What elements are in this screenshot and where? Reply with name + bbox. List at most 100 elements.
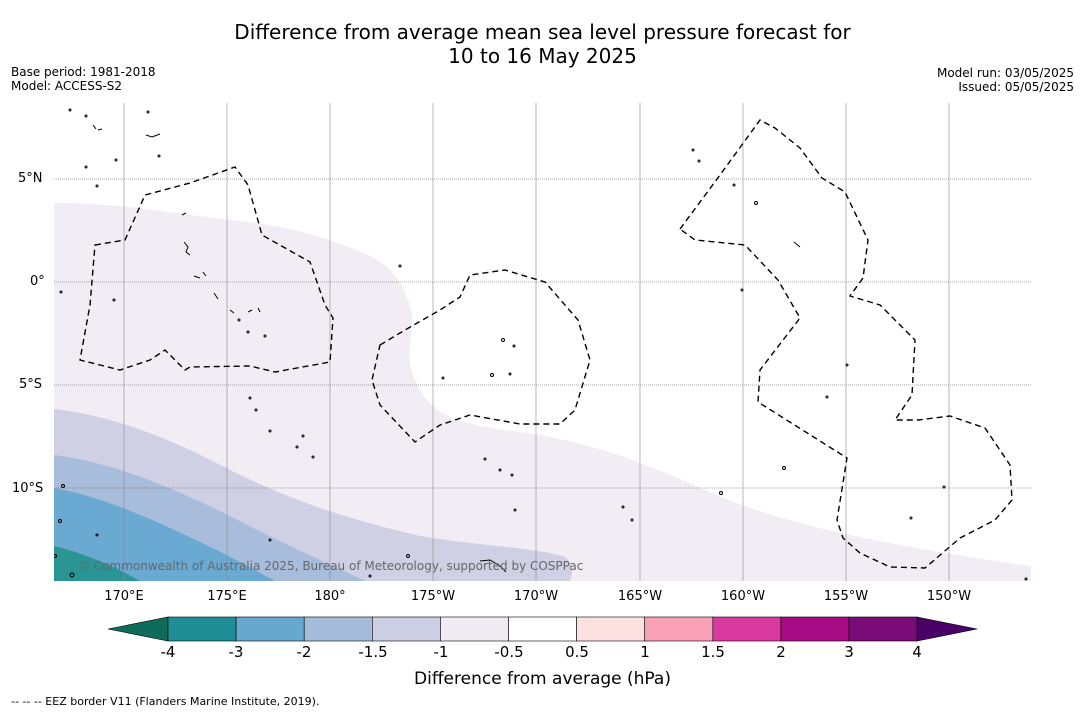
colorbar-swatch — [848, 616, 918, 642]
island — [510, 473, 514, 477]
lon-label-160w: 160°W — [720, 589, 766, 604]
colorbar-tick: -1.5 — [358, 643, 388, 661]
colorbar-swatch — [644, 616, 714, 642]
eez-border-central — [371, 269, 591, 443]
colorbar-tick: 3 — [844, 643, 854, 661]
island — [909, 516, 913, 520]
map-title-line2: 10 to 16 May 2025 — [448, 44, 637, 68]
island — [181, 212, 187, 216]
model-run-text: Model run: 03/05/2025 — [936, 66, 1074, 80]
island — [512, 344, 516, 348]
anomaly-band-neg0-5 — [54, 203, 1031, 581]
gridlines — [54, 103, 1031, 581]
island — [84, 114, 88, 118]
colorbar-tick: 1.5 — [701, 643, 725, 661]
island — [782, 466, 786, 470]
colorbar-swatch — [440, 616, 509, 642]
island — [398, 264, 402, 268]
lat-label-0: 0° — [30, 274, 45, 289]
island — [479, 559, 507, 573]
island — [740, 288, 744, 292]
island — [145, 133, 161, 138]
island — [697, 159, 701, 163]
colorbar-tick: 2 — [776, 643, 786, 661]
colorbar-tick: -0.5 — [494, 643, 524, 661]
colorbar-extend-low — [107, 616, 169, 642]
colorbar-tick: -2 — [296, 643, 312, 661]
island — [213, 292, 219, 300]
colorbar-swatch — [371, 616, 441, 642]
island — [61, 484, 65, 488]
island — [69, 572, 75, 578]
islands — [54, 108, 1028, 581]
colorbar-tick: 4 — [912, 643, 922, 661]
colorbar-swatch — [576, 616, 645, 642]
island — [263, 334, 267, 338]
island — [441, 376, 445, 380]
lon-label-175e: 175°E — [207, 589, 247, 604]
island — [825, 395, 829, 399]
island — [691, 148, 695, 152]
colorbar-tick: -3 — [228, 643, 244, 661]
island — [254, 408, 258, 412]
island — [248, 396, 252, 400]
island — [112, 298, 116, 302]
island — [406, 554, 410, 558]
lon-label-170w: 170°W — [513, 589, 559, 604]
island — [483, 457, 487, 461]
eez-border-west — [79, 166, 334, 373]
map-title-line1: Difference from average mean sea level p… — [234, 20, 851, 44]
island — [95, 184, 99, 188]
colorbar-swatch — [303, 616, 373, 642]
map-title: Difference from average mean sea level p… — [0, 20, 1085, 68]
colorbar-tick: 1 — [640, 643, 650, 661]
island — [1024, 577, 1028, 581]
lat-label-5n: 5°N — [18, 171, 43, 186]
colorbar-swatch — [508, 616, 577, 642]
eez-borders — [79, 119, 1013, 569]
island — [311, 455, 315, 459]
lon-label-150w: 150°W — [926, 589, 972, 604]
island — [268, 429, 272, 433]
island — [114, 158, 118, 162]
colorbar-extend-high — [916, 616, 978, 642]
island — [229, 307, 261, 314]
lon-label-180: 180° — [314, 589, 346, 604]
copyright-text: © Commonwealth of Australia 2025, Bureau… — [78, 559, 584, 573]
island — [157, 154, 161, 158]
island — [621, 505, 625, 509]
island — [95, 533, 99, 537]
island — [58, 519, 62, 523]
island — [793, 241, 801, 248]
lat-label-5s: 5°S — [19, 377, 43, 392]
lon-label-170e: 170°E — [104, 589, 144, 604]
island — [942, 485, 946, 489]
island — [246, 330, 250, 334]
colorbar-title: Difference from average (hPa) — [414, 669, 671, 689]
colorbar-swatch — [712, 616, 782, 642]
island — [68, 108, 72, 112]
island — [54, 554, 57, 558]
lon-label-175w: 175°W — [410, 589, 456, 604]
island — [732, 183, 736, 187]
colorbar-tick: 0.5 — [565, 643, 589, 661]
footer-eez-note: -- -- -- EEZ border V11 (Flanders Marine… — [11, 695, 320, 708]
colorbar — [107, 616, 978, 642]
meta-right: Model run: 03/05/2025 Issued: 05/05/2025 — [937, 66, 1074, 94]
colorbar-tick: -4 — [160, 643, 176, 661]
lon-label-155w: 155°W — [823, 589, 869, 604]
colorbar-swatch — [235, 616, 305, 642]
colorbar-swatch — [780, 616, 850, 642]
anomaly-band-neg2 — [54, 488, 275, 581]
island — [501, 338, 505, 342]
map-plot-area — [54, 103, 1031, 581]
island — [237, 318, 241, 322]
lon-label-165w: 165°W — [617, 589, 663, 604]
island — [630, 518, 634, 522]
island — [301, 434, 305, 438]
island — [146, 110, 150, 114]
island — [719, 491, 723, 495]
colorbar-tick: -1 — [433, 643, 449, 661]
meta-left: Base period: 1981-2018 Model: ACCESS-S2 — [11, 65, 156, 93]
island — [498, 468, 502, 472]
